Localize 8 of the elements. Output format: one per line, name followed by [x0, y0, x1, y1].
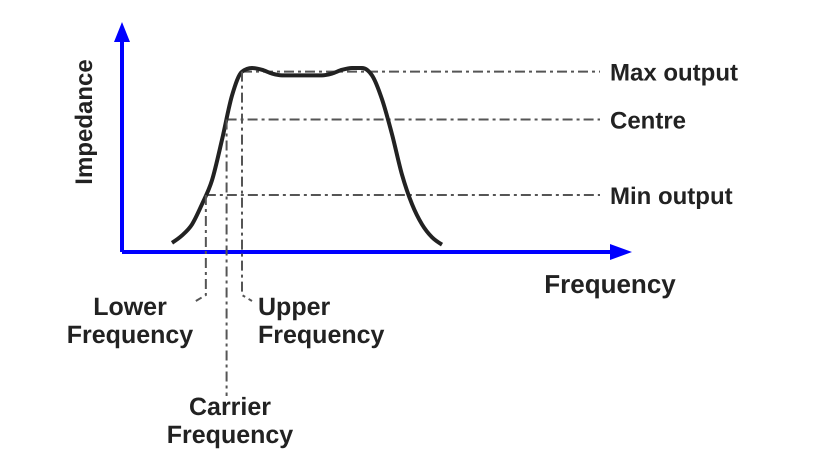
text: Upper Frequency — [258, 293, 385, 349]
text: Lower Frequency — [66, 293, 194, 349]
ref-line-label: Centre — [610, 108, 686, 135]
y-axis-title: Impedance — [71, 59, 98, 185]
x-axis-title: Frequency — [544, 269, 676, 299]
ref-line-label: Max output — [610, 60, 738, 87]
ref-line-label: Min output — [610, 182, 733, 210]
text: Carrier Frequency — [166, 393, 294, 449]
